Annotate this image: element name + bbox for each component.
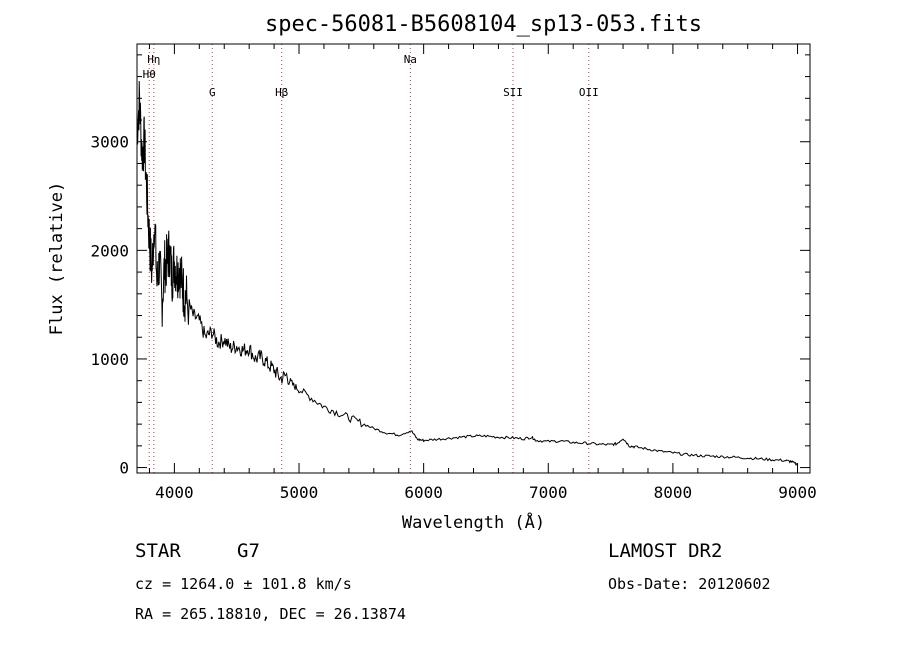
- line-label-5: SII: [503, 86, 523, 99]
- x-tick-label-4: 8000: [654, 483, 693, 502]
- chart-title: spec-56081-B5608104_sp13-053.fits: [265, 12, 702, 37]
- line-label-2: G: [209, 86, 216, 99]
- object-subclass: G7: [237, 540, 260, 562]
- plot-frame: [136, 43, 811, 474]
- y-tick-label-0: 0: [119, 459, 129, 478]
- line-label-0: Hη: [147, 53, 160, 66]
- x-tick-label-1: 5000: [280, 483, 319, 502]
- line-label-1: Hθ: [143, 68, 156, 81]
- coordinates: RA = 265.18810, DEC = 26.13874: [135, 605, 406, 623]
- line-label-3: Hβ: [275, 86, 289, 99]
- y-tick-label-2: 2000: [90, 241, 129, 260]
- x-tick-label-2: 6000: [404, 483, 443, 502]
- object-class: STAR: [135, 540, 181, 562]
- redshift-info: cz = 1264.0 ± 101.8 km/s: [135, 575, 352, 593]
- y-tick-label-3: 3000: [90, 133, 129, 152]
- y-tick-label-1: 1000: [90, 350, 129, 369]
- series-spectrum: [136, 80, 798, 466]
- x-axis-label: Wavelength (Å): [402, 511, 545, 533]
- y-axis-label: Flux (relative): [47, 182, 67, 336]
- x-tick-label-3: 7000: [529, 483, 568, 502]
- x-tick-label-0: 4000: [155, 483, 194, 502]
- obs-date: Obs-Date: 20120602: [608, 575, 771, 593]
- line-label-4: Na: [404, 53, 417, 66]
- line-label-6: OII: [579, 86, 599, 99]
- x-tick-label-5: 9000: [778, 483, 817, 502]
- survey-label: LAMOST DR2: [608, 540, 723, 562]
